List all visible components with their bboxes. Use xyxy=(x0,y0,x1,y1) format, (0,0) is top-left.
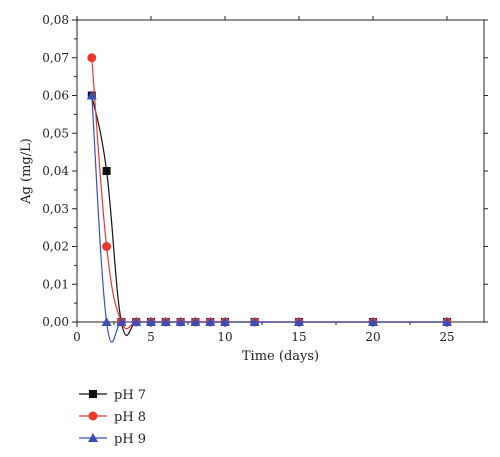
x-tick-label: 0 xyxy=(73,330,81,344)
axis-ticks: 0 5 10 15 20 25 0,00 0,01 0,02 0,03 0,04 0,05 0,06 0,… xyxy=(42,13,488,344)
series-line xyxy=(91,57,447,330)
series-line xyxy=(91,95,447,343)
data-point xyxy=(102,242,112,251)
series-ph-8 xyxy=(87,53,452,330)
legend-label: pH 8 xyxy=(114,410,146,425)
y-tick-label: 0,01 xyxy=(42,277,69,291)
data-point xyxy=(86,90,97,100)
data-point xyxy=(160,317,171,326)
legend-marker xyxy=(88,433,98,442)
legend-item: pH 9 xyxy=(79,432,146,447)
y-tick-label: 0,04 xyxy=(42,164,69,178)
x-tick-label: 25 xyxy=(439,330,454,344)
data-point xyxy=(102,167,111,175)
series-ph-9 xyxy=(86,90,452,343)
data-point xyxy=(131,317,142,326)
y-tick-label: 0,00 xyxy=(42,315,69,329)
legend-label: pH 9 xyxy=(114,432,146,447)
series-layer xyxy=(86,53,452,343)
legend-marker xyxy=(88,411,98,421)
y-tick-label: 0,06 xyxy=(42,89,69,103)
y-tick-label: 0,08 xyxy=(42,13,69,27)
x-tick-label: 5 xyxy=(147,330,155,344)
legend-label: pH 7 xyxy=(114,388,146,403)
data-point xyxy=(442,317,452,326)
x-tick-label: 10 xyxy=(217,330,232,344)
legend-item: pH 7 xyxy=(79,388,146,403)
data-point xyxy=(116,317,127,326)
data-point xyxy=(146,317,156,326)
data-point xyxy=(101,317,112,326)
legend: pH 7 pH 8 pH 9 xyxy=(79,388,146,447)
data-point xyxy=(249,317,260,326)
y-tick-label: 0,03 xyxy=(42,202,69,216)
data-point xyxy=(294,317,304,326)
data-point xyxy=(368,317,378,326)
legend-marker xyxy=(89,390,97,398)
series-line xyxy=(91,95,447,337)
data-point xyxy=(175,317,186,326)
series-ph-7 xyxy=(87,91,451,337)
x-tick-label: 15 xyxy=(291,330,306,344)
plot-frame xyxy=(76,19,485,323)
y-axis-label: Ag (mg/L) xyxy=(19,138,34,205)
x-tick-label: 20 xyxy=(365,330,380,344)
x-axis-label: Time (days) xyxy=(242,349,319,364)
y-tick-label: 0,07 xyxy=(42,51,69,65)
data-point xyxy=(205,317,216,326)
y-tick-label: 0,05 xyxy=(42,126,69,140)
legend-item: pH 8 xyxy=(79,410,146,425)
plot-area-border xyxy=(76,19,485,323)
data-point xyxy=(190,317,201,326)
data-point xyxy=(87,53,97,63)
y-tick-label: 0,02 xyxy=(42,240,69,254)
data-point xyxy=(220,317,230,326)
